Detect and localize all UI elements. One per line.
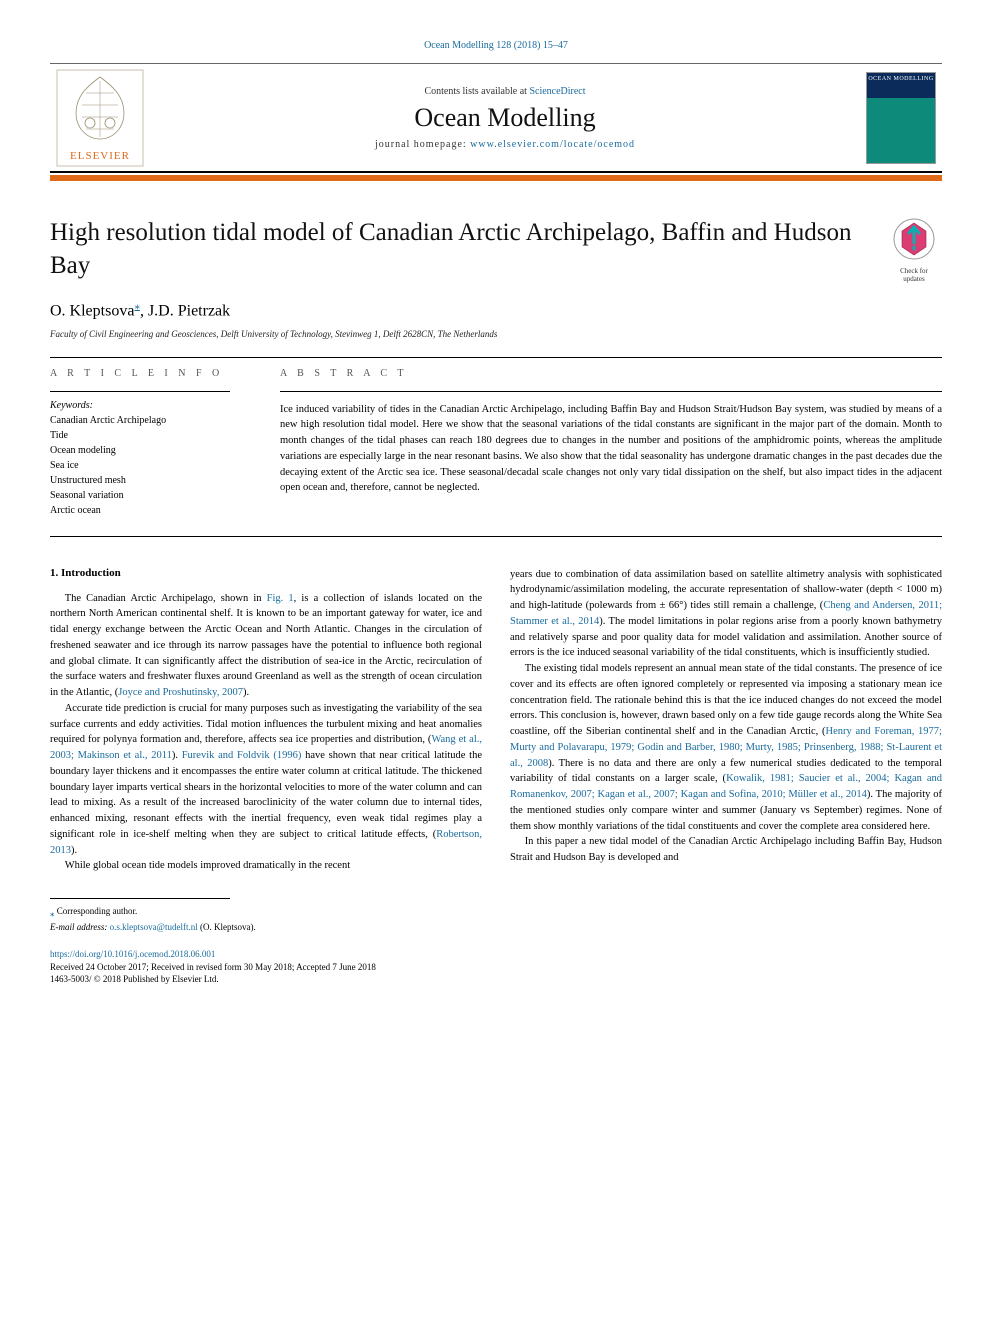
- keyword: Unstructured mesh: [50, 473, 260, 488]
- keyword: Arctic ocean: [50, 503, 260, 518]
- footnotes: ⁎ Corresponding author. E-mail address: …: [50, 905, 942, 934]
- text: ).: [172, 750, 182, 761]
- article-title: High resolution tidal model of Canadian …: [50, 217, 866, 282]
- journal-cover: OCEAN MODELLING: [860, 64, 942, 171]
- citation-link[interactable]: Joyce and Proshutinsky, 2007: [118, 687, 243, 698]
- author-sep: ,: [140, 303, 148, 320]
- paragraph: years due to combination of data assimil…: [510, 567, 942, 662]
- contents-prefix: Contents lists available at: [424, 86, 529, 97]
- keywords-label: Keywords:: [50, 400, 260, 411]
- doi-link[interactable]: https://doi.org/10.1016/j.ocemod.2018.06…: [50, 949, 215, 959]
- author-2: J.D. Pietrzak: [148, 303, 230, 320]
- cover-label: OCEAN MODELLING: [867, 76, 935, 82]
- doi-block: https://doi.org/10.1016/j.ocemod.2018.06…: [50, 948, 942, 986]
- header-citation: Ocean Modelling 128 (2018) 15–47: [50, 40, 942, 51]
- keyword: Canadian Arctic Archipelago: [50, 413, 260, 428]
- svg-text:ELSEVIER: ELSEVIER: [70, 150, 130, 162]
- check-updates-badge[interactable]: Check for updates: [886, 217, 942, 283]
- text: have shown that near critical latitude t…: [50, 750, 482, 840]
- header-band: ELSEVIER Contents lists available at Sci…: [50, 63, 942, 173]
- footnote-rule: [50, 898, 230, 899]
- keyword: Sea ice: [50, 458, 260, 473]
- check-updates-line2: updates: [903, 275, 924, 283]
- homepage-line: journal homepage: www.elsevier.com/locat…: [375, 139, 635, 150]
- sciencedirect-link[interactable]: ScienceDirect: [529, 86, 585, 97]
- contents-line: Contents lists available at ScienceDirec…: [424, 86, 585, 97]
- copyright-line: 1463-5003/ © 2018 Published by Elsevier …: [50, 973, 942, 986]
- paragraph: In this paper a new tidal model of the C…: [510, 834, 942, 866]
- keyword: Seasonal variation: [50, 488, 260, 503]
- body-column-right: years due to combination of data assimil…: [510, 567, 942, 875]
- text: ).: [71, 845, 77, 856]
- body-column-left: 1. Introduction The Canadian Arctic Arch…: [50, 567, 482, 875]
- paragraph: Accurate tide prediction is crucial for …: [50, 701, 482, 859]
- keyword: Tide: [50, 428, 260, 443]
- text: The Canadian Arctic Archipelago, shown i…: [65, 593, 267, 604]
- info-rule: [50, 391, 230, 392]
- text: , is a collection of islands located on …: [50, 593, 482, 699]
- author-1: O. Kleptsova: [50, 303, 134, 320]
- keywords-list: Canadian Arctic Archipelago Tide Ocean m…: [50, 413, 260, 518]
- section-heading-introduction: 1. Introduction: [50, 567, 482, 579]
- affiliation: Faculty of Civil Engineering and Geoscie…: [50, 329, 942, 339]
- cover-thumbnail: OCEAN MODELLING: [866, 72, 936, 164]
- received-line: Received 24 October 2017; Received in re…: [50, 961, 942, 974]
- text: Accurate tide prediction is crucial for …: [50, 703, 482, 746]
- abstract-heading: A B S T R A C T: [280, 368, 942, 379]
- email-suffix: (O. Kleptsova).: [198, 922, 256, 932]
- homepage-link[interactable]: www.elsevier.com/locate/ocemod: [470, 139, 635, 150]
- email-label: E-mail address:: [50, 922, 110, 932]
- figure-ref-link[interactable]: Fig. 1: [267, 593, 294, 604]
- article-info-heading: A R T I C L E I N F O: [50, 368, 260, 379]
- paragraph: The Canadian Arctic Archipelago, shown i…: [50, 591, 482, 701]
- corresponding-label: Corresponding author.: [57, 906, 138, 916]
- homepage-prefix: journal homepage:: [375, 139, 470, 150]
- journal-name: Ocean Modelling: [414, 103, 595, 133]
- corresponding-mark: ⁎: [50, 908, 55, 918]
- paragraph: While global ocean tide models improved …: [50, 858, 482, 874]
- email-link[interactable]: o.s.kleptsova@tudelft.nl: [110, 922, 198, 932]
- paragraph: The existing tidal models represent an a…: [510, 661, 942, 834]
- rule-top: [50, 357, 942, 358]
- citation-link[interactable]: Furevik and Foldvik (1996): [182, 750, 302, 761]
- abstract-text: Ice induced variability of tides in the …: [280, 402, 942, 497]
- elsevier-logo: ELSEVIER: [50, 64, 150, 171]
- keyword: Ocean modeling: [50, 443, 260, 458]
- text: ).: [243, 687, 249, 698]
- authors: O. Kleptsova⁎, J.D. Pietrzak: [50, 299, 942, 320]
- orange-rule: [50, 175, 942, 181]
- abstract-rule: [280, 391, 942, 392]
